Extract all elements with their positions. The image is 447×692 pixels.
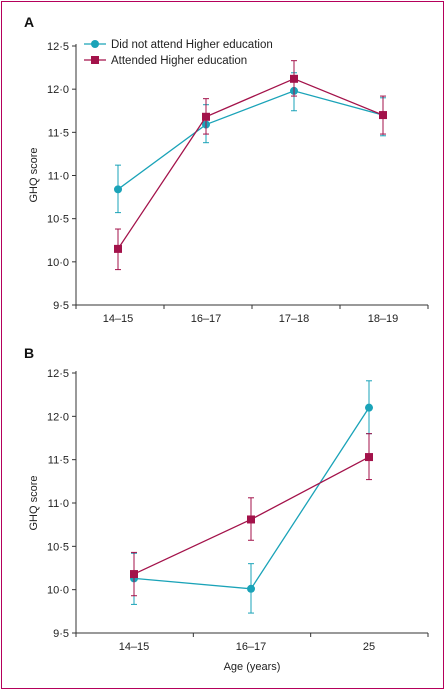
y-tick-label: 10·0: [47, 257, 69, 269]
x-tick-label: 25: [363, 641, 375, 653]
series-attended: [114, 60, 387, 271]
x-tick-label: 14–15: [119, 641, 150, 653]
y-axis-title: GHQ score: [28, 147, 40, 202]
legend-swatch-marker: [91, 56, 99, 64]
data-point: [130, 570, 138, 579]
data-point: [365, 453, 373, 462]
chart-panel-b: B 9·5 10·0 10·5 11·0 11·5 12·0 12·5 14–15 16–17 25…: [24, 345, 429, 673]
x-tick-label: 18–19: [368, 313, 399, 325]
data-point: [114, 244, 122, 253]
series-did-not-attend: [114, 72, 387, 214]
x-tick-label: 16–17: [191, 313, 222, 325]
data-point: [114, 185, 122, 194]
y-tick-label: 12·0: [47, 411, 69, 423]
y-tick-label: 11·0: [48, 171, 69, 183]
y-axis-title: GHQ score: [28, 475, 40, 530]
y-tick-label: 12·5: [47, 41, 69, 53]
y-tick-label: 10·0: [47, 585, 69, 597]
x-tick-label: 16–17: [236, 641, 267, 653]
y-tick-label: 9·5: [53, 300, 69, 312]
data-point: [290, 74, 298, 83]
y-tick-label: 10·5: [47, 541, 69, 553]
y-tick-label: 9·5: [53, 628, 69, 640]
y-tick-label: 12·0: [47, 84, 69, 96]
series-did-not-attend: [130, 380, 373, 614]
series-line: [117, 78, 384, 250]
data-point: [247, 584, 255, 593]
data-point: [365, 403, 373, 412]
data-point: [202, 112, 210, 121]
y-tick-label: 11·0: [48, 498, 69, 510]
data-point: [379, 111, 387, 120]
series-line: [117, 90, 384, 190]
y-tick-label: 10·5: [47, 214, 69, 226]
x-tick-label: 14–15: [103, 313, 134, 325]
legend-swatch-marker: [91, 40, 99, 48]
legend-entry: Did not attend Higher education: [111, 39, 273, 51]
x-tick-label: 17–18: [279, 313, 310, 325]
series-attended: [130, 433, 373, 597]
y-tick-label: 11·5: [48, 455, 69, 467]
panel-label: B: [24, 345, 34, 361]
legend-entry: Attended Higher education: [111, 55, 247, 67]
x-axis-title: Age (years): [224, 661, 281, 673]
y-tick-label: 11·5: [48, 127, 69, 139]
panel-label: A: [24, 14, 34, 30]
legend: Did not attend Higher education Attended …: [84, 39, 273, 67]
chart-panel-a: A 9·5 10·0 10·5 11·0 11·5 12·0 12·5 14–15 16–17 17…: [24, 14, 429, 325]
y-tick-label: 12·5: [47, 368, 69, 380]
data-point: [247, 515, 255, 524]
